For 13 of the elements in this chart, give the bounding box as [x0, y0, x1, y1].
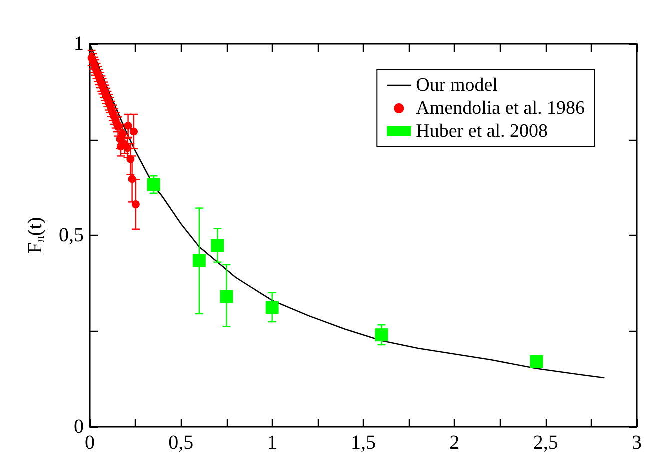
x-tick-label: 0,5 [168, 432, 194, 454]
legend-label: Huber et al. 2008 [416, 121, 548, 142]
legend-label: Our model [416, 75, 498, 96]
y-tick-label: 1 [74, 33, 84, 55]
x-tick-label: 1 [267, 432, 278, 454]
y-axis-title: Fπ(t) [24, 217, 47, 254]
legend-label: Amendolia et al. 1986 [416, 98, 586, 119]
y-tick-label: 0,5 [59, 224, 84, 246]
y-tick-label: 0 [74, 416, 84, 438]
x-tick-label: 1,5 [351, 432, 376, 454]
x-tick-label: 3 [632, 432, 642, 454]
x-tick-label: 2 [450, 432, 460, 454]
x-tick-label: 2,5 [533, 432, 558, 454]
